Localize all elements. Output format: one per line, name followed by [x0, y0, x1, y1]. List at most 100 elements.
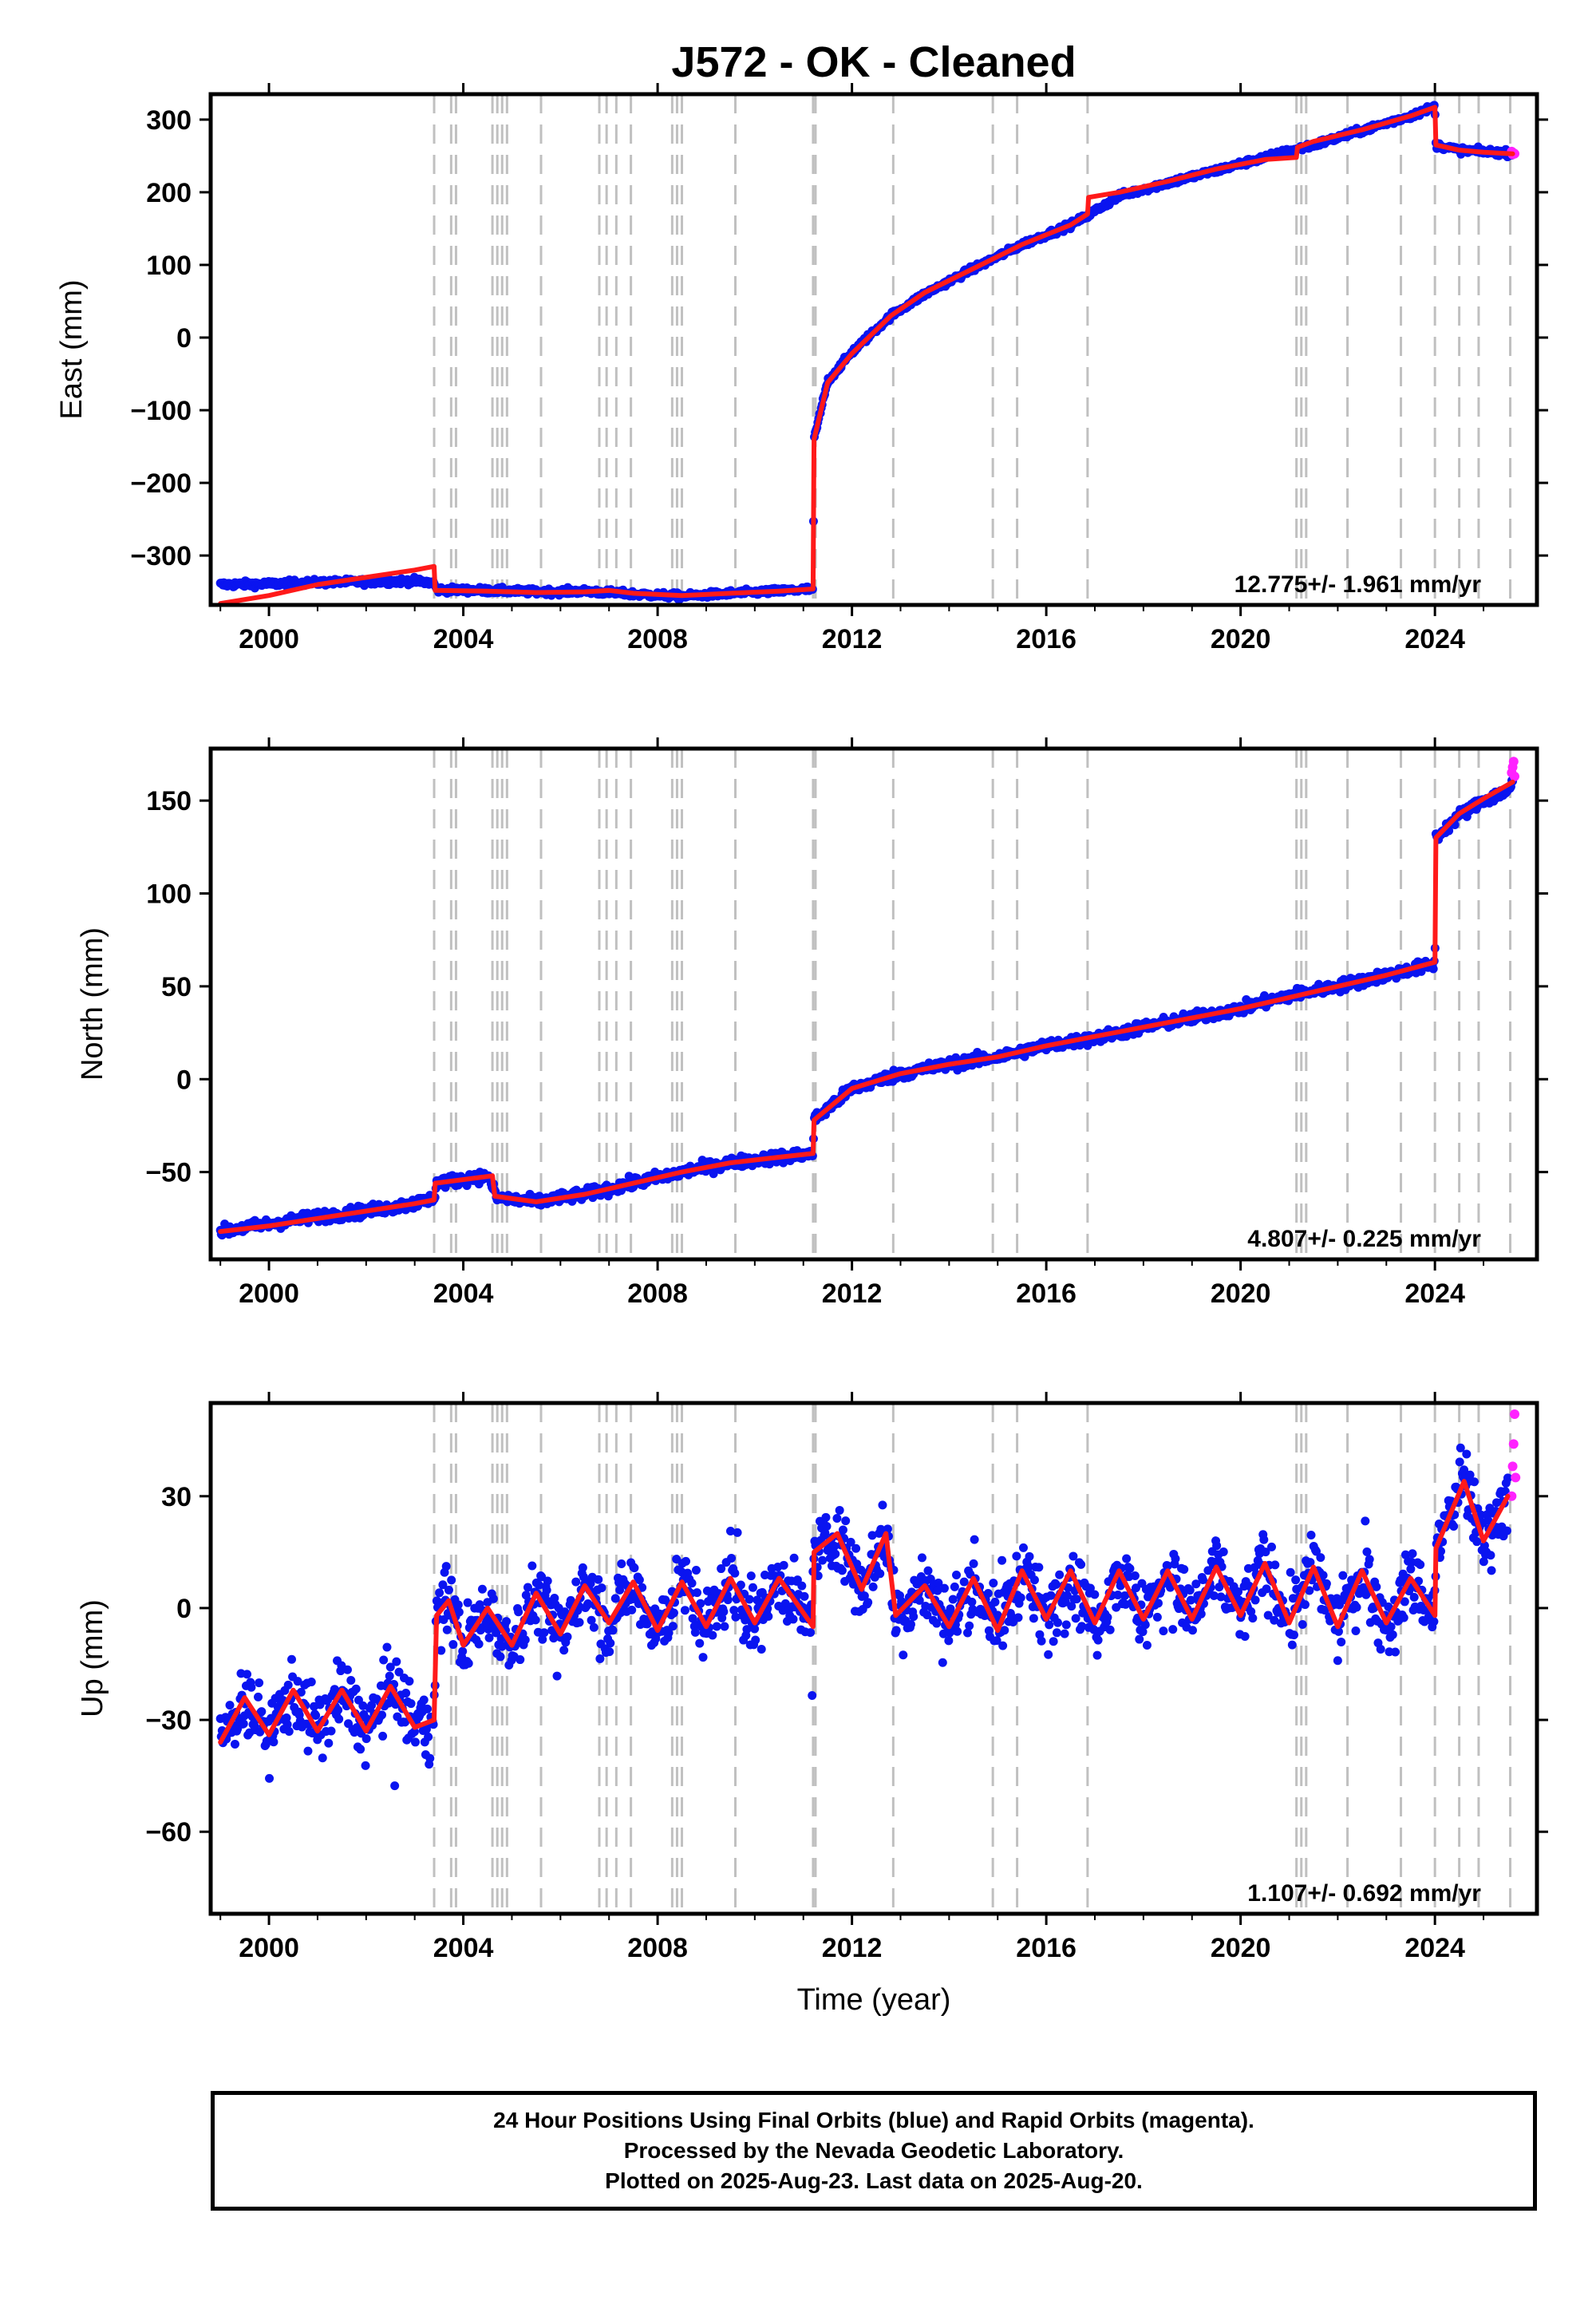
data-point — [729, 1606, 739, 1615]
data-point — [998, 1555, 1007, 1565]
data-point — [1503, 1473, 1512, 1483]
data-point — [542, 1585, 551, 1595]
data-point — [944, 1636, 954, 1646]
data-point — [1187, 1626, 1197, 1635]
data-point — [1152, 1612, 1162, 1622]
data-point — [1219, 1547, 1228, 1557]
data-point — [1267, 1542, 1277, 1551]
data-point — [358, 1701, 368, 1710]
x-tick-label: 2000 — [239, 624, 299, 654]
data-point — [1262, 1584, 1271, 1594]
data-point — [736, 1580, 745, 1590]
data-point — [410, 1737, 420, 1747]
data-point — [1465, 1470, 1475, 1480]
data-point — [837, 1566, 847, 1575]
data-point — [282, 1720, 292, 1729]
data-point — [1105, 1625, 1115, 1634]
data-point — [1351, 1626, 1361, 1636]
data-point — [731, 1612, 741, 1622]
footer-caption-box: 24 Hour Positions Using Final Orbits (bl… — [211, 2091, 1537, 2211]
data-point — [1250, 1563, 1259, 1572]
data-point — [502, 1617, 512, 1626]
data-point — [296, 1687, 306, 1697]
data-point — [627, 1605, 637, 1614]
x-tick-label: 2012 — [822, 624, 883, 654]
data-point — [1077, 1622, 1087, 1631]
data-point — [750, 1624, 760, 1634]
data-point — [917, 1553, 926, 1563]
plot-area-north — [215, 749, 1519, 1259]
x-tick-label: 2020 — [1211, 1279, 1271, 1309]
data-point — [1250, 1595, 1260, 1605]
x-tick-label: 2000 — [239, 1279, 299, 1309]
data-point — [315, 1700, 325, 1709]
data-point — [230, 1739, 239, 1749]
data-point — [587, 1615, 596, 1625]
panels: 2000 2004 2008 2012 2016 2020 2024−300−200−100… — [55, 83, 1548, 1963]
data-point — [1085, 1583, 1095, 1593]
data-point — [687, 1579, 697, 1588]
data-point — [939, 1583, 949, 1593]
data-point — [696, 1599, 705, 1608]
data-point — [797, 1581, 807, 1591]
data-point — [1462, 1449, 1472, 1459]
data-point — [952, 1570, 962, 1579]
data-point — [595, 1654, 605, 1663]
rapid-point — [1507, 1491, 1517, 1501]
data-point — [1306, 1531, 1316, 1540]
data-point — [1142, 1640, 1152, 1650]
data-point — [922, 1611, 932, 1620]
data-point — [543, 1576, 552, 1586]
data-point — [1259, 991, 1269, 1001]
data-point — [1289, 1630, 1298, 1640]
data-point — [1029, 1614, 1038, 1623]
data-point — [1500, 1487, 1510, 1496]
data-point — [1138, 1627, 1148, 1637]
data-point — [334, 1714, 344, 1724]
data-point — [1483, 1516, 1493, 1525]
data-point — [757, 1645, 766, 1654]
footer-line-1: 24 Hour Positions Using Final Orbits (bl… — [493, 2108, 1254, 2132]
data-point — [1259, 1535, 1269, 1544]
data-point — [1116, 1581, 1125, 1591]
data-point — [1072, 1595, 1081, 1604]
data-point — [1093, 1635, 1103, 1645]
data-point — [959, 1577, 969, 1587]
panel-east: 2000 2004 2008 2012 2016 2020 2024−300−200−100… — [55, 83, 1548, 654]
data-point — [1159, 1626, 1168, 1636]
data-point — [841, 1516, 851, 1526]
data-point — [539, 1628, 549, 1638]
data-point — [821, 1512, 831, 1522]
data-point — [566, 1595, 575, 1605]
data-point — [897, 1597, 907, 1607]
data-point — [342, 1665, 352, 1674]
data-point — [605, 1647, 614, 1657]
x-tick-label: 2016 — [1016, 624, 1077, 654]
data-point — [346, 1675, 356, 1685]
data-point — [608, 1626, 618, 1635]
data-point — [571, 1577, 581, 1587]
data-point — [695, 1638, 705, 1648]
data-point — [691, 1566, 701, 1575]
data-point — [680, 1606, 689, 1615]
model-line — [218, 1479, 1511, 1745]
data-point — [318, 1753, 327, 1763]
data-point — [1153, 1599, 1163, 1608]
data-point — [1240, 1631, 1250, 1641]
data-point — [1306, 1558, 1315, 1567]
data-point — [361, 1761, 370, 1770]
model-line — [218, 779, 1515, 1235]
x-tick-label: 2008 — [627, 1279, 688, 1309]
data-point — [1069, 1551, 1078, 1561]
data-point — [746, 1571, 756, 1581]
data-point — [496, 1652, 505, 1662]
data-point — [1013, 1613, 1023, 1622]
data-point — [1131, 1583, 1140, 1593]
data-point — [789, 1553, 799, 1563]
y-tick-label: −50 — [145, 1158, 192, 1188]
data-point — [851, 1543, 861, 1553]
data-point — [852, 1559, 862, 1569]
data-point — [835, 1505, 844, 1515]
rapid-orbit-points — [1507, 757, 1519, 781]
data-point — [1311, 1547, 1321, 1556]
